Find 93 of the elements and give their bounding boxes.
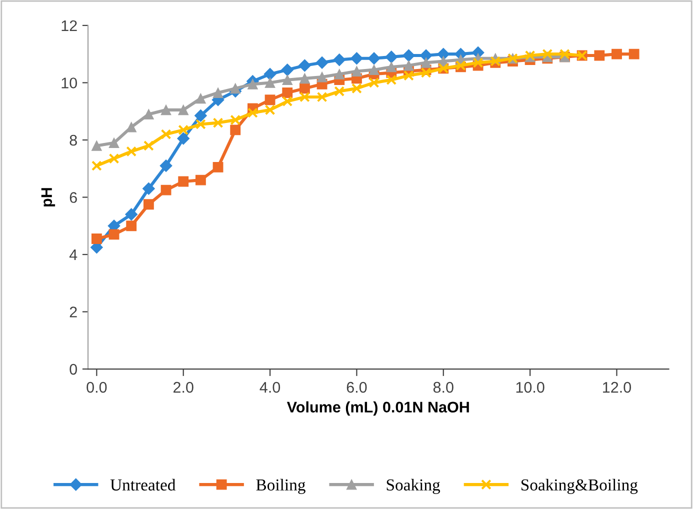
point	[282, 74, 293, 86]
point	[420, 57, 432, 68]
point	[351, 66, 362, 76]
y-tick-label: 0	[70, 364, 77, 375]
point	[333, 54, 346, 66]
point	[126, 220, 137, 232]
point	[108, 229, 120, 240]
point	[386, 74, 397, 86]
y-tick-label: 2	[70, 306, 77, 318]
point	[316, 92, 328, 102]
point	[437, 48, 450, 60]
point	[195, 174, 206, 186]
point	[612, 48, 622, 60]
point	[402, 49, 415, 62]
point	[230, 124, 241, 136]
legend-label: Soaking&Boiling	[521, 478, 638, 494]
point	[298, 59, 311, 72]
point	[334, 86, 345, 97]
legend-label: Untreated	[110, 478, 176, 491]
point	[230, 83, 241, 94]
point	[281, 64, 294, 76]
point	[350, 52, 363, 65]
point	[316, 72, 328, 82]
x-tick-label: 0.0	[86, 382, 107, 393]
point	[368, 52, 380, 65]
x-tick-label: 10.0	[516, 382, 544, 393]
point	[212, 162, 224, 172]
point	[160, 129, 172, 140]
point	[594, 50, 605, 61]
y-tick-label: 8	[70, 134, 77, 146]
point	[264, 94, 276, 106]
point	[142, 182, 155, 195]
point	[542, 48, 553, 60]
point	[160, 184, 172, 196]
point	[91, 140, 102, 151]
point	[230, 114, 241, 126]
point	[299, 73, 310, 84]
x-tick-label: 6.0	[346, 382, 367, 393]
point	[108, 153, 120, 164]
point	[264, 104, 276, 116]
point	[143, 108, 154, 120]
point	[126, 122, 137, 132]
point	[247, 108, 258, 118]
point	[264, 68, 276, 80]
point	[386, 62, 397, 72]
point	[108, 138, 120, 148]
point	[282, 88, 293, 98]
y-tick-label: 6	[70, 192, 77, 203]
point	[178, 124, 189, 136]
x-tick-label: 4.0	[260, 382, 280, 393]
point	[178, 104, 189, 116]
x-tick-label: 12.0	[603, 382, 632, 393]
y-axis-title: pH	[41, 188, 56, 206]
x-tick-label: 2.0	[174, 382, 194, 393]
point	[212, 118, 224, 128]
point	[160, 160, 172, 172]
point	[628, 48, 640, 60]
y-tick-label: 4	[69, 250, 78, 260]
point	[351, 83, 362, 94]
point	[195, 119, 206, 130]
point	[299, 83, 310, 94]
point	[194, 109, 207, 122]
point	[385, 50, 398, 64]
point	[404, 70, 414, 81]
point	[368, 78, 380, 88]
point	[91, 234, 102, 244]
point	[316, 56, 328, 69]
point	[195, 93, 206, 104]
point	[404, 60, 414, 71]
point	[299, 92, 310, 102]
point	[178, 176, 189, 187]
point	[143, 199, 154, 210]
point	[143, 140, 154, 151]
point	[264, 78, 276, 88]
legend-label: Boiling	[256, 478, 306, 494]
point	[282, 96, 293, 107]
point	[472, 57, 484, 68]
x-tick-label: 8.0	[433, 382, 454, 393]
point	[368, 64, 380, 76]
point	[177, 132, 190, 145]
point	[212, 88, 224, 98]
point	[125, 208, 138, 221]
point	[334, 68, 345, 80]
point	[247, 78, 258, 90]
legend-label: Soaking	[386, 478, 440, 494]
y-tick-label: 12	[62, 20, 77, 31]
point	[91, 160, 102, 171]
point	[560, 48, 570, 60]
point	[126, 146, 137, 157]
point	[420, 67, 432, 78]
point	[160, 104, 172, 116]
x-axis-title: Volume (mL) 0.01N NaOH	[286, 401, 469, 416]
y-tick-label: 10	[62, 78, 77, 88]
